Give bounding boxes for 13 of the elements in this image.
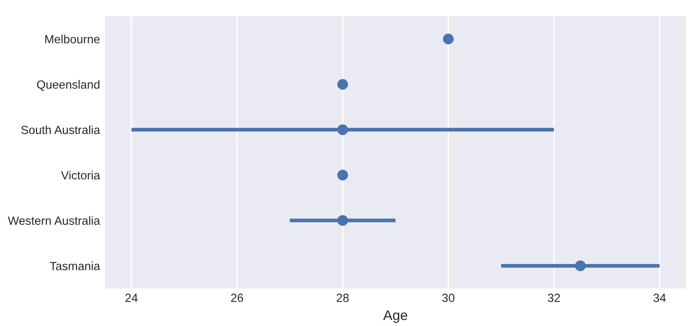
y-tick-label: Victoria — [61, 170, 100, 180]
y-tick-label: Tasmania — [50, 262, 100, 270]
x-tick-label: 28 — [336, 294, 349, 302]
x-tick-label: 32 — [548, 294, 560, 302]
y-tick-label: South Australia — [21, 125, 100, 134]
x-tick-label: 24 — [125, 294, 138, 302]
x-tick-label: 26 — [231, 294, 244, 302]
x-axis-title: Age — [383, 310, 408, 323]
y-tick-label: Queensland — [37, 80, 100, 91]
y-tick-label: Western Australia — [8, 216, 100, 225]
x-tick-label: 34 — [653, 294, 666, 302]
x-tick-label: 30 — [442, 294, 454, 302]
y-tick-label: Melbourne — [45, 34, 100, 44]
